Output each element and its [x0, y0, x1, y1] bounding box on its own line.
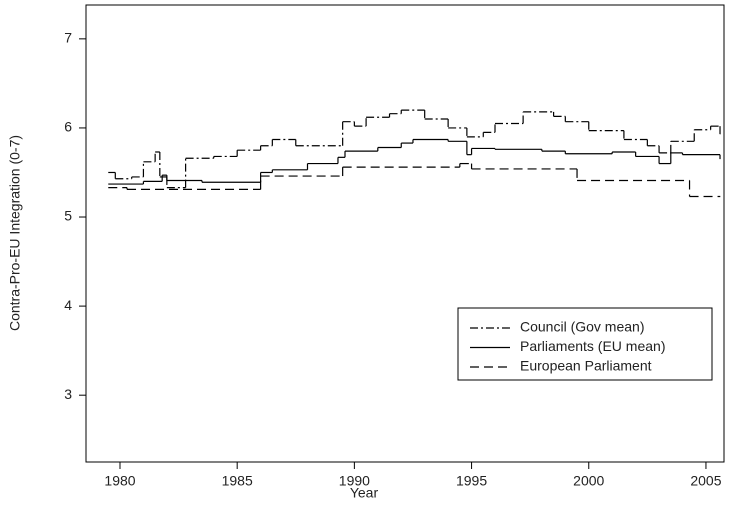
y-tick-label: 3 — [64, 386, 72, 402]
y-axis-label: Contra-Pro-EU Integration (0-7) — [7, 135, 23, 331]
plot-frame — [85, 4, 725, 463]
x-axis-label: Year — [350, 485, 379, 501]
legend-box — [457, 307, 713, 381]
legend-label: Parliaments (EU mean) — [520, 338, 666, 354]
legend-label: Council (Gov mean) — [520, 319, 645, 335]
x-tick-label: 1980 — [104, 473, 135, 489]
x-tick-label: 2005 — [690, 473, 721, 489]
y-tick-label: 5 — [64, 208, 72, 224]
x-tick-label: 1995 — [456, 473, 487, 489]
y-tick-label: 4 — [64, 297, 72, 313]
x-tick-label: 1985 — [222, 473, 253, 489]
legend-label: European Parliament — [520, 358, 652, 374]
y-tick-label: 7 — [64, 30, 72, 46]
x-tick-label: 2000 — [573, 473, 604, 489]
y-tick-label: 6 — [64, 119, 72, 135]
x-tick-label: 1990 — [339, 473, 370, 489]
